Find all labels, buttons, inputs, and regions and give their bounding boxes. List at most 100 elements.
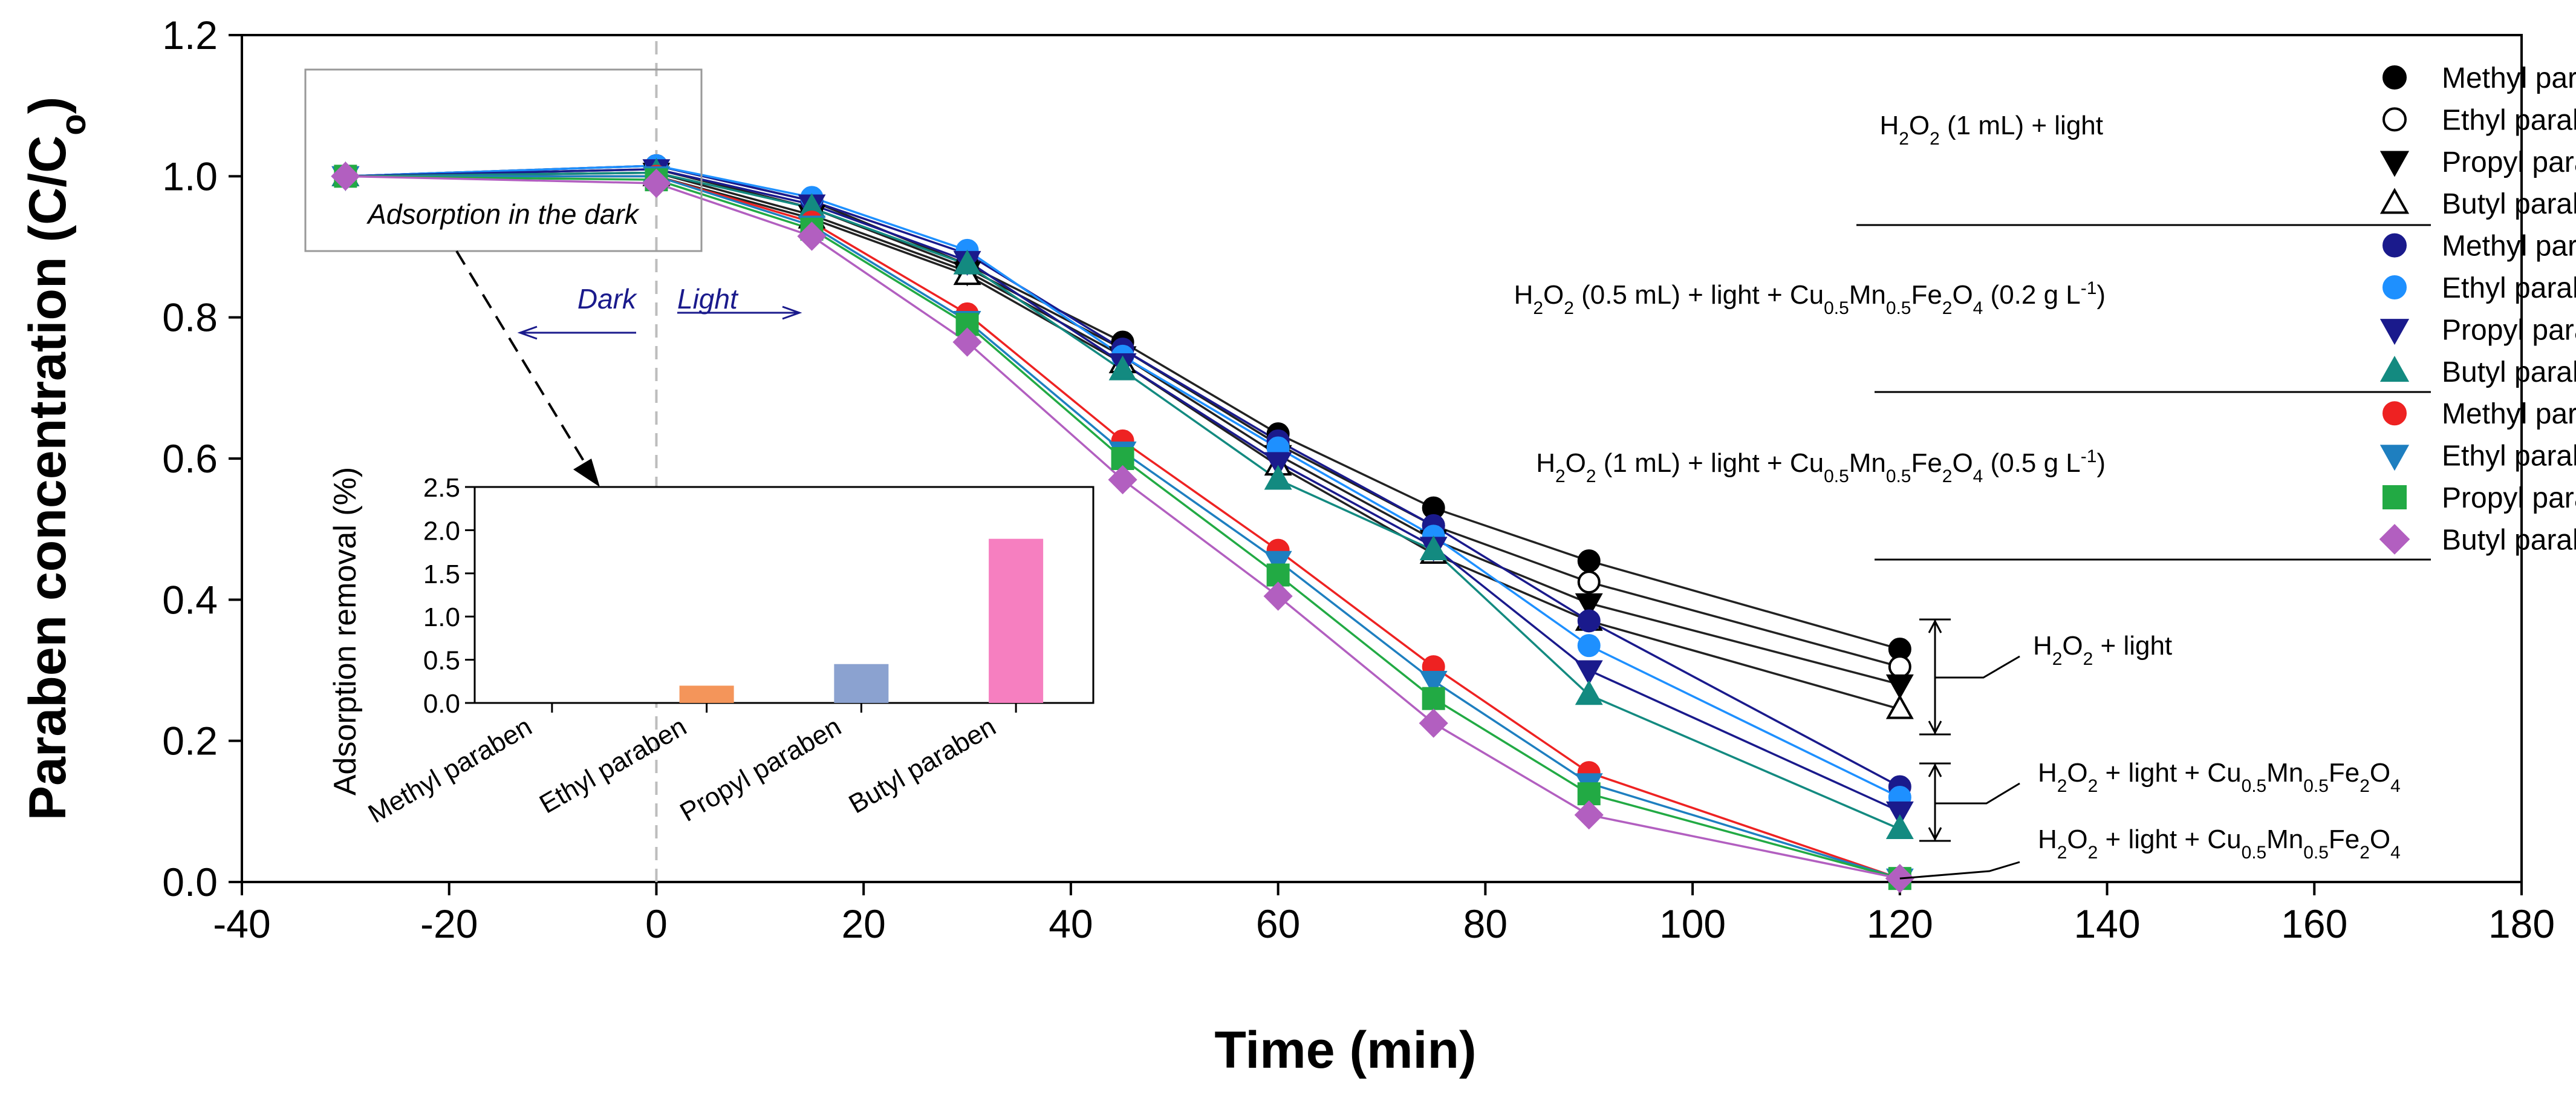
y-tick-label: 0.8 — [162, 295, 218, 340]
data-point-g2-4 — [1577, 609, 1601, 633]
legend-label: Ethyl paraben — [2442, 272, 2576, 304]
data-point-g2-5 — [1577, 634, 1601, 658]
bracket-3-label-part: + light + Cu — [2098, 825, 2241, 854]
dark-label: Dark — [577, 283, 637, 315]
legend-group-label-part: 0.5 — [1886, 466, 1911, 486]
inset-pointer-arrowhead — [573, 459, 600, 487]
bracket-2-label-part: 0.5 — [2242, 776, 2267, 796]
legend-group-label-part: Mn — [1849, 280, 1886, 310]
bracket-1-label-part: H — [2033, 631, 2052, 661]
data-point-g3-11 — [1419, 708, 1448, 738]
bracket-3-label: H2O2 + light + Cu0.5Mn0.5Fe2O4 — [2038, 825, 2401, 863]
data-point-g3-11 — [1574, 800, 1604, 830]
legend-label: Butyl paraben — [2442, 356, 2576, 388]
legend-marker — [2382, 65, 2407, 90]
bracket-2-label-part: 4 — [2390, 776, 2401, 796]
legend-label: Methyl paraben — [2442, 230, 2576, 263]
x-tick-label: 20 — [841, 901, 885, 946]
bracket-3-label-part: O — [2370, 825, 2390, 854]
legend-group-label: H2O2 (1 mL) + light + Cu0.5Mn0.5Fe2O4 (0… — [1536, 446, 2106, 486]
data-point-g3-11 — [331, 162, 360, 191]
legend-group-label-part: 2 — [1586, 466, 1596, 486]
legend-group-label-part: ) — [2096, 448, 2106, 478]
x-tick-label: 160 — [2281, 901, 2347, 946]
y-tick-label: 0.6 — [162, 436, 218, 481]
legend-group-label-part: Mn — [1849, 448, 1886, 478]
data-point-g1-2 — [1575, 593, 1603, 618]
light-arrowhead — [782, 305, 802, 320]
legend-marker — [2379, 319, 2410, 345]
legend-marker — [2382, 485, 2407, 509]
data-point-g2-6 — [1885, 801, 1914, 826]
bracket-3-label-part: O — [2067, 825, 2087, 854]
inset-y-tick-label: 1.5 — [423, 560, 460, 589]
bracket-3-leader — [1899, 861, 2020, 880]
data-point-g3-11 — [797, 221, 827, 251]
y-axis-title: Paraben concentration (C/Co) — [19, 97, 93, 821]
data-point-g2-7 — [1264, 465, 1292, 490]
legend-group-label-part: 0.5 — [1824, 298, 1849, 318]
bracket-1-label-part: O — [2062, 631, 2083, 661]
inset-bar — [679, 685, 734, 703]
legend-group-label-part: (1 mL) + light — [1940, 111, 2103, 140]
bracket-3-label-part: 0.5 — [2303, 843, 2329, 863]
data-point-g2-7 — [1575, 680, 1603, 705]
legend-marker — [2379, 356, 2410, 382]
y-axis-title-sub: o — [54, 114, 93, 135]
bracket-1-leader — [1935, 655, 2020, 679]
x-tick-label: 0 — [645, 901, 668, 946]
data-point-g1-0 — [1577, 549, 1601, 573]
bracket-3-label-part: 4 — [2390, 843, 2401, 863]
legend-group-label: H2O2 (0.5 mL) + light + Cu0.5Mn0.5Fe2O4 … — [1514, 278, 2106, 318]
bracket-2-head — [1928, 763, 1942, 777]
bracket-1-head — [1928, 619, 1942, 633]
bracket-1-label-part: 2 — [2052, 649, 2063, 669]
inset-x-tick-label: Butyl paraben — [844, 711, 1001, 819]
adsorption-label: Adsorption in the dark — [366, 198, 639, 230]
legend-group-label-part: O — [1952, 448, 1973, 478]
bracket-2-label-part: Fe — [2329, 758, 2360, 788]
legend-marker — [2379, 445, 2410, 471]
bracket-1-label: H2O2 + light — [2033, 631, 2172, 669]
legend-group-label-part: (0.5 mL) + light + Cu — [1574, 280, 1824, 310]
legend-label: Propyl paraben — [2442, 146, 2576, 178]
bracket-1-label-part: + light — [2093, 631, 2172, 661]
x-tick-label: -20 — [420, 901, 478, 946]
inset-x-tick-label: Ethyl paraben — [535, 711, 692, 819]
data-point-g3-11 — [642, 168, 671, 198]
bracket-2-label-part: 0.5 — [2303, 776, 2329, 796]
inset-x-tick-label: Methyl paraben — [363, 711, 537, 829]
data-point-g2-7 — [1108, 355, 1137, 381]
bracket-2-label: H2O2 + light + Cu0.5Mn0.5Fe2O4 — [2038, 758, 2401, 796]
bracket-2-label-part: O — [2067, 758, 2087, 788]
data-point-g1-1 — [1888, 655, 1911, 679]
legend-group-label-part: -1 — [2081, 446, 2097, 466]
inset-y-tick-label: 0.5 — [423, 646, 460, 676]
legend-group-label-part: -1 — [2081, 278, 2097, 298]
data-point-g1-1 — [1577, 570, 1601, 594]
data-point-g3-9 — [1264, 550, 1292, 576]
legend-marker — [2382, 107, 2407, 132]
legend-label: Propyl paraben — [2442, 314, 2576, 346]
legend-group-label-part: 4 — [1973, 466, 1983, 486]
legend-marker — [2382, 275, 2407, 299]
bracket-3-label-part: H — [2038, 825, 2057, 854]
legend-group-label-part: O — [1952, 280, 1973, 310]
legend-label: Ethyl paraben — [2442, 440, 2576, 472]
legend-group-label-part: (0.5 g L — [1983, 448, 2080, 478]
x-tick-label: -40 — [213, 901, 270, 946]
y-axis-title-end: ) — [19, 97, 77, 114]
bracket-1-head — [1928, 720, 1942, 735]
dark-arrowhead — [517, 325, 538, 340]
inset-pointer-arrow — [455, 250, 593, 475]
x-tick-label: 40 — [1049, 901, 1093, 946]
data-point-g2-7 — [953, 249, 981, 275]
bracket-2-label-part: Mn — [2266, 758, 2303, 788]
data-point-g3-11 — [1108, 465, 1137, 495]
data-point-g2-7 — [1419, 535, 1448, 561]
legend-label: Butyl paraben — [2442, 524, 2576, 556]
bracket-1-label-part: 2 — [2083, 649, 2093, 669]
data-point-g2-7 — [1885, 814, 1914, 839]
bracket-3-label-part: 0.5 — [2242, 843, 2267, 863]
